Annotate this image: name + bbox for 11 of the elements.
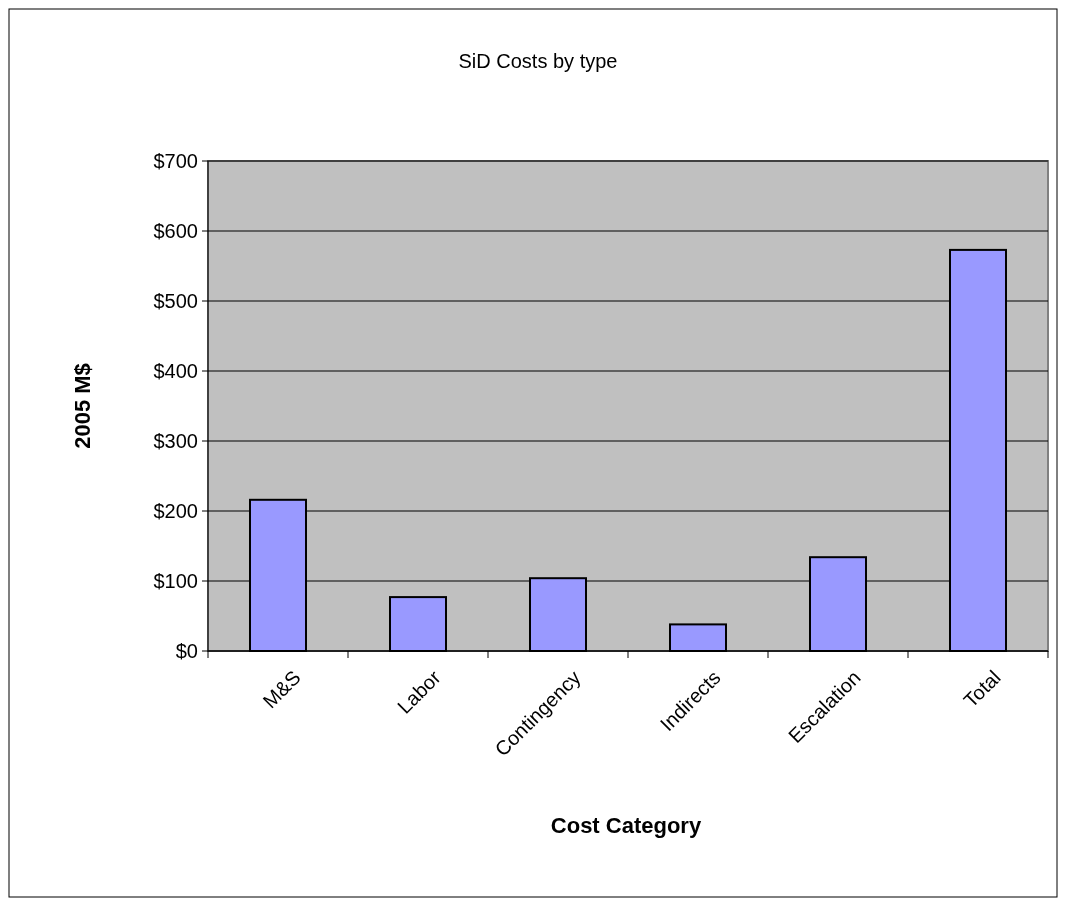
y-tick-label: $400	[153, 360, 198, 382]
y-tick-label: $200	[153, 500, 198, 522]
chart-title: SiD Costs by type	[458, 50, 618, 72]
y-tick-label: $100	[153, 570, 198, 592]
y-tick-label: $600	[153, 220, 198, 242]
y-axis-title: 2005 M$	[70, 363, 95, 449]
y-tick-label: $300	[153, 430, 198, 452]
y-tick-label: $0	[175, 640, 198, 662]
y-tick-label: $700	[153, 150, 198, 172]
x-axis-title: Cost Category	[550, 813, 702, 838]
y-tick-label: $500	[153, 290, 198, 312]
